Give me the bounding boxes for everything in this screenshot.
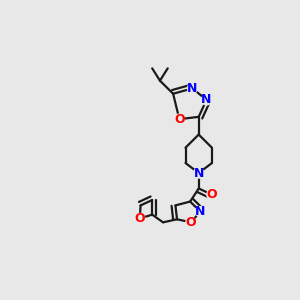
Circle shape [195,207,205,217]
Text: O: O [174,113,184,126]
Text: N: N [201,93,212,106]
Text: N: N [194,167,204,180]
Circle shape [186,217,196,227]
Text: O: O [186,216,196,229]
Text: N: N [187,82,198,95]
Circle shape [174,114,184,124]
Circle shape [201,95,212,105]
Text: O: O [207,188,217,201]
Circle shape [135,214,145,224]
Circle shape [194,168,204,178]
Circle shape [188,83,197,93]
Circle shape [207,190,217,200]
Text: N: N [195,205,206,218]
Text: O: O [134,212,145,225]
